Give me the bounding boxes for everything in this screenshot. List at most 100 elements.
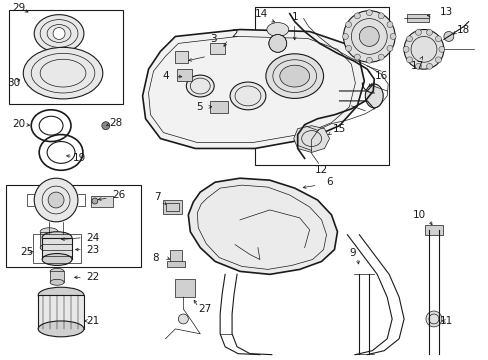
Circle shape	[406, 36, 412, 42]
Bar	[175, 279, 195, 297]
Ellipse shape	[265, 54, 323, 98]
Circle shape	[443, 32, 453, 41]
Text: 17: 17	[409, 61, 423, 71]
Circle shape	[415, 63, 421, 69]
Circle shape	[426, 30, 431, 35]
Circle shape	[403, 30, 443, 69]
Text: 4: 4	[162, 71, 168, 81]
Text: 14: 14	[255, 9, 268, 19]
Circle shape	[354, 54, 360, 60]
Circle shape	[438, 46, 444, 52]
Bar	[167, 261, 185, 267]
Circle shape	[377, 13, 384, 19]
Text: 13: 13	[439, 7, 452, 17]
Text: 12: 12	[314, 165, 327, 175]
Circle shape	[53, 28, 65, 40]
Ellipse shape	[266, 23, 288, 36]
Bar	[40, 232, 58, 248]
Circle shape	[345, 45, 351, 51]
Circle shape	[435, 57, 441, 63]
Bar	[166, 203, 179, 211]
Ellipse shape	[40, 244, 58, 252]
Text: 27: 27	[198, 304, 211, 314]
Ellipse shape	[38, 321, 84, 337]
Bar	[9, 10, 122, 104]
Circle shape	[435, 36, 441, 42]
Circle shape	[48, 192, 64, 208]
Bar	[424, 225, 442, 235]
Ellipse shape	[42, 232, 72, 244]
Text: 6: 6	[325, 177, 332, 187]
Circle shape	[389, 33, 395, 40]
Ellipse shape	[40, 228, 58, 236]
Ellipse shape	[279, 65, 309, 87]
Text: 15: 15	[332, 123, 346, 134]
Ellipse shape	[50, 279, 64, 285]
Ellipse shape	[39, 116, 63, 135]
Bar	[210, 101, 227, 113]
Circle shape	[366, 57, 371, 63]
Text: 20: 20	[13, 119, 26, 129]
Text: 8: 8	[152, 252, 159, 262]
Text: 7: 7	[154, 192, 161, 202]
Ellipse shape	[34, 15, 84, 52]
Text: 19: 19	[72, 153, 85, 163]
Text: 29: 29	[13, 3, 26, 13]
Text: 23: 23	[86, 244, 99, 255]
Circle shape	[92, 198, 98, 204]
Text: 9: 9	[348, 248, 355, 257]
Text: 16: 16	[374, 71, 387, 81]
Circle shape	[406, 57, 412, 63]
Bar	[38, 295, 84, 329]
Text: 2: 2	[231, 30, 238, 40]
Ellipse shape	[38, 287, 84, 303]
Bar	[33, 234, 81, 264]
Bar	[50, 271, 64, 282]
Bar	[91, 196, 113, 207]
Circle shape	[425, 311, 441, 327]
Ellipse shape	[50, 269, 64, 274]
Bar	[210, 44, 224, 54]
Polygon shape	[142, 30, 364, 148]
Circle shape	[386, 22, 392, 28]
Text: 22: 22	[86, 272, 99, 282]
Circle shape	[345, 22, 351, 28]
Bar	[42, 238, 72, 260]
Circle shape	[102, 122, 109, 130]
Text: 11: 11	[439, 316, 452, 326]
Ellipse shape	[365, 84, 383, 108]
Text: 26: 26	[112, 190, 125, 200]
Text: 5: 5	[196, 102, 202, 112]
Circle shape	[366, 10, 371, 15]
Bar	[163, 200, 182, 214]
Polygon shape	[293, 126, 329, 152]
Circle shape	[377, 54, 384, 60]
Bar	[406, 14, 428, 22]
Text: 1: 1	[291, 12, 297, 22]
Text: 24: 24	[86, 233, 99, 243]
Text: 3: 3	[209, 35, 216, 44]
Text: 21: 21	[86, 316, 99, 326]
Circle shape	[386, 45, 392, 51]
Ellipse shape	[186, 75, 214, 97]
Circle shape	[178, 314, 188, 324]
Bar	[170, 249, 182, 265]
Circle shape	[343, 11, 394, 62]
Text: 10: 10	[411, 210, 425, 220]
Text: 30: 30	[7, 78, 20, 88]
Text: 25: 25	[20, 247, 34, 257]
Circle shape	[354, 13, 360, 19]
Text: 18: 18	[456, 24, 469, 35]
Circle shape	[359, 27, 379, 46]
Text: 28: 28	[109, 118, 122, 128]
Circle shape	[342, 33, 347, 40]
Circle shape	[34, 178, 78, 222]
Polygon shape	[188, 178, 337, 274]
Circle shape	[415, 30, 421, 35]
Bar	[254, 7, 388, 165]
Bar	[175, 51, 188, 63]
Circle shape	[402, 46, 408, 52]
Ellipse shape	[47, 141, 75, 163]
Ellipse shape	[23, 48, 102, 99]
Ellipse shape	[268, 35, 286, 52]
